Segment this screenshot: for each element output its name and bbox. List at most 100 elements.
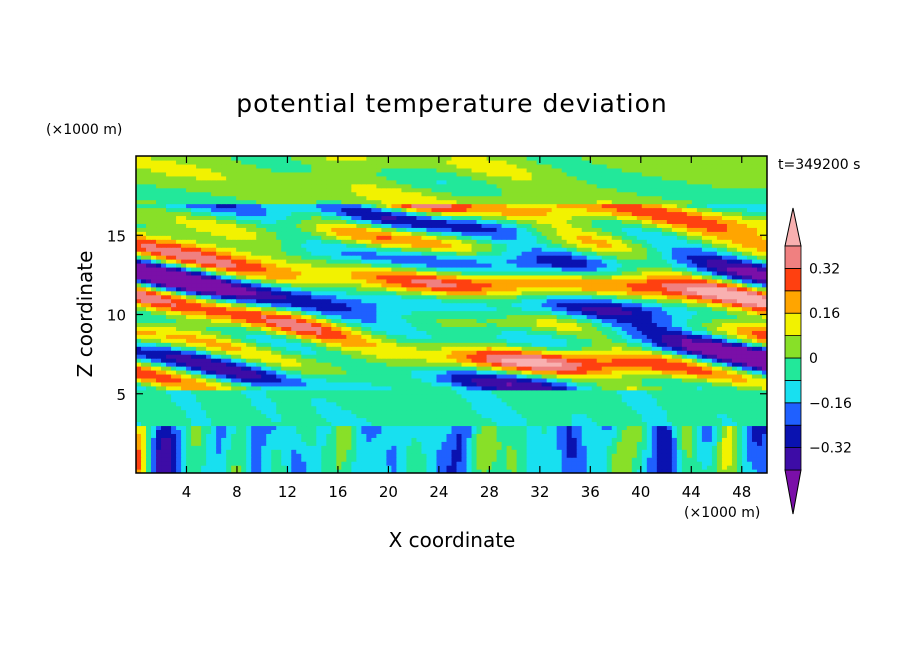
contour-cell	[231, 326, 237, 331]
contour-cell	[496, 457, 503, 462]
contour-cell	[566, 413, 573, 419]
contour-cell	[431, 354, 438, 359]
contour-cell	[261, 338, 267, 343]
contour-cell	[531, 409, 538, 415]
contour-cell	[411, 326, 418, 331]
contour-cell	[436, 350, 443, 355]
contour-cell	[646, 354, 653, 359]
contour-cell	[661, 389, 668, 395]
contour-cell	[531, 346, 538, 351]
contour-cell	[551, 417, 558, 423]
contour-cell	[461, 441, 468, 446]
contour-cell	[331, 449, 337, 454]
contour-cell	[361, 314, 367, 320]
contour-cell	[701, 429, 708, 434]
contour-cell	[481, 417, 488, 423]
contour-cell	[556, 350, 563, 355]
contour-cell	[486, 449, 493, 454]
contour-cell	[566, 326, 573, 331]
contour-cell	[286, 350, 292, 355]
contour-cell	[636, 338, 643, 343]
contour-cell	[701, 334, 708, 339]
contour-cell	[161, 433, 167, 438]
contour-cell	[311, 393, 317, 399]
contour-cell	[376, 413, 382, 419]
contour-cell	[471, 413, 478, 419]
contour-cell	[686, 433, 693, 438]
contour-cell	[301, 362, 307, 367]
contour-cell	[371, 457, 377, 462]
contour-cell	[496, 381, 503, 387]
contour-cell	[331, 381, 337, 387]
contour-cell	[391, 342, 398, 347]
contour-cell	[571, 433, 578, 438]
contour-cell	[621, 326, 628, 331]
contour-cell	[726, 358, 733, 363]
contour-cell	[706, 401, 713, 407]
contour-cell	[506, 362, 513, 367]
contour-cell	[611, 437, 618, 442]
contour-cell	[701, 437, 708, 442]
contour-cell	[601, 457, 608, 462]
contour-cell	[326, 405, 332, 411]
contour-cell	[756, 457, 763, 462]
contour-cell	[681, 326, 688, 331]
contour-cell	[521, 453, 528, 458]
contour-cell	[371, 377, 377, 383]
contour-cell	[196, 350, 202, 355]
contour-cell	[646, 441, 653, 446]
contour-cell	[226, 417, 232, 423]
contour-cell	[476, 397, 483, 403]
contour-cell	[321, 393, 327, 399]
contour-cell	[576, 342, 583, 347]
contour-cell	[596, 362, 603, 367]
contour-cell	[211, 385, 217, 391]
contour-cell	[596, 381, 603, 387]
contour-cell	[551, 405, 558, 411]
contour-cell	[366, 433, 372, 438]
contour-cell	[136, 449, 142, 454]
contour-cell	[606, 425, 613, 431]
contour-cell	[146, 401, 152, 407]
contour-cell	[166, 409, 172, 415]
contour-cell	[486, 461, 493, 466]
contour-cell	[211, 346, 217, 351]
contour-cell	[516, 389, 523, 395]
contour-cell	[636, 381, 643, 387]
contour-cell	[206, 445, 212, 450]
contour-cell	[161, 346, 167, 351]
contour-cell	[431, 322, 438, 327]
contour-cell	[291, 413, 297, 419]
contour-cell	[736, 350, 743, 355]
contour-cell	[481, 425, 488, 431]
contour-cell	[746, 369, 753, 375]
contour-cell	[466, 318, 473, 324]
contour-cell	[231, 322, 237, 327]
contour-cell	[631, 326, 638, 331]
contour-cell	[371, 437, 377, 442]
contour-cell	[626, 326, 633, 331]
contour-cell	[416, 338, 423, 343]
contour-cell	[456, 362, 463, 367]
contour-cell	[401, 330, 408, 335]
contour-cell	[336, 342, 342, 347]
contour-cell	[566, 401, 573, 407]
contour-cell	[346, 409, 352, 415]
contour-cell	[521, 465, 528, 470]
contour-cell	[216, 413, 222, 419]
contour-cell	[506, 409, 513, 415]
contour-cell	[331, 461, 337, 466]
contour-cell	[341, 469, 347, 473]
contour-cell	[751, 326, 758, 331]
contour-cell	[156, 461, 162, 466]
contour-cell	[691, 354, 698, 359]
contour-cell	[386, 453, 393, 458]
contour-cell	[671, 385, 678, 391]
contour-cell	[151, 417, 157, 423]
contour-cell	[371, 425, 377, 431]
contour-cell	[531, 318, 538, 324]
contour-cell	[511, 429, 518, 434]
contour-cell	[471, 342, 478, 347]
contour-cell	[456, 457, 463, 462]
contour-cell	[226, 465, 232, 470]
